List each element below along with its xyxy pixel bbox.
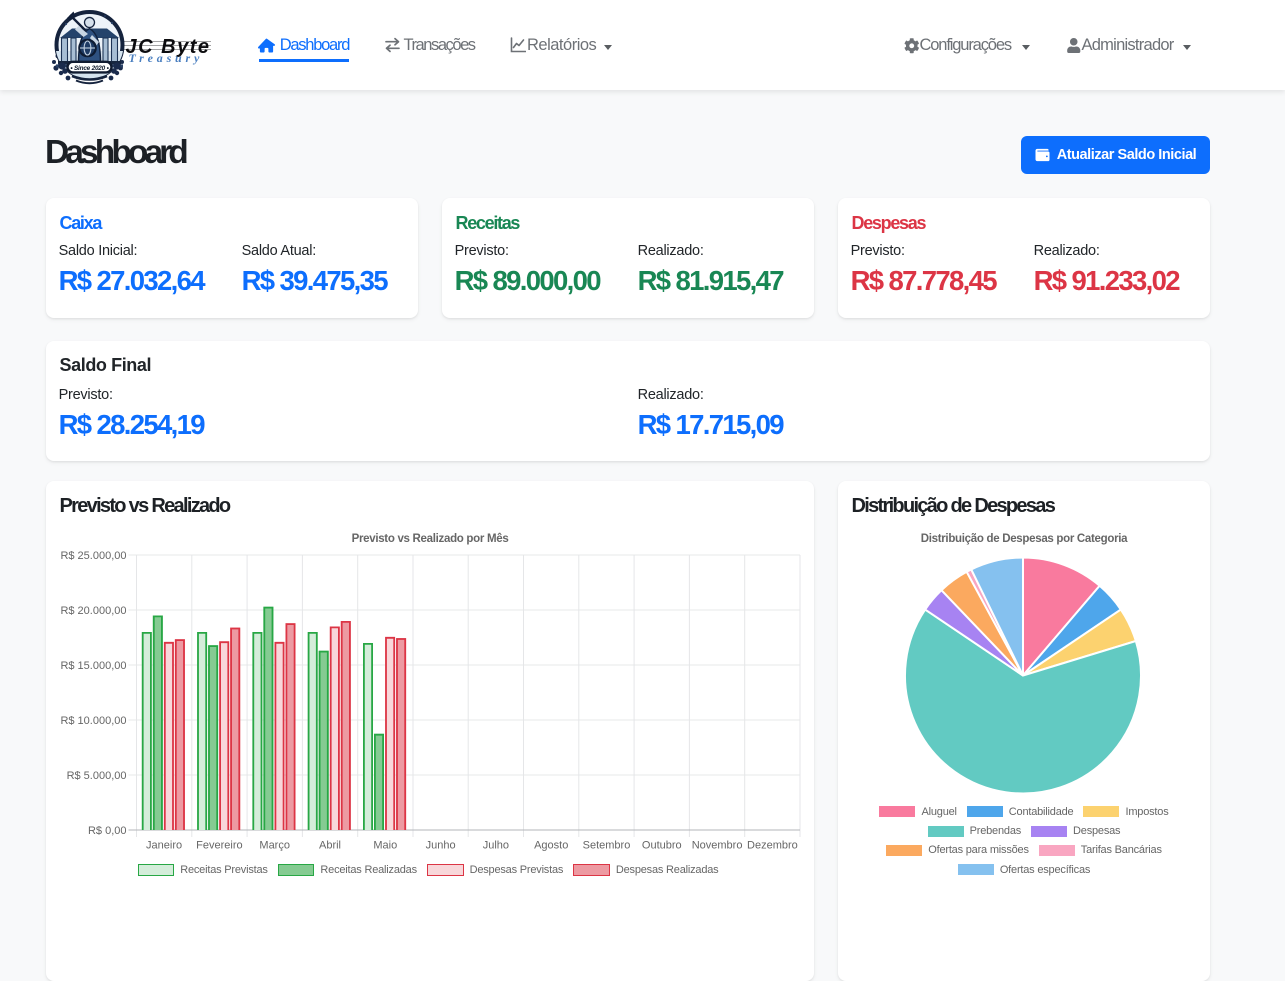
svg-text:Janeiro: Janeiro [146, 840, 182, 852]
svg-text:R$ 15.000,00: R$ 15.000,00 [60, 660, 126, 672]
svg-text:R$ 5.000,00: R$ 5.000,00 [67, 770, 127, 782]
svg-text:R$ 20.000,00: R$ 20.000,00 [60, 605, 126, 617]
svg-text:Fevereiro: Fevereiro [196, 840, 242, 852]
svg-text:• Since 2020 •: • Since 2020 • [70, 65, 109, 72]
svg-text:Outubro: Outubro [642, 840, 682, 852]
svg-text:Maio: Maio [373, 840, 397, 852]
svg-text:Novembro: Novembro [692, 840, 743, 852]
svg-text:R$ 0,00: R$ 0,00 [88, 825, 127, 837]
svg-text:R$ 25.000,00: R$ 25.000,00 [60, 550, 126, 562]
svg-text:Previsto vs Realizado por Mês: Previsto vs Realizado por Mês [352, 533, 509, 545]
svg-text:Dezembro: Dezembro [747, 840, 798, 852]
svg-text:Julho: Julho [483, 840, 509, 852]
svg-text:Abril: Abril [319, 840, 341, 852]
svg-text:Setembro: Setembro [583, 840, 631, 852]
svg-text:R$ 10.000,00: R$ 10.000,00 [60, 715, 126, 727]
svg-text:Junho: Junho [426, 840, 456, 852]
svg-text:Distribuição de Despesas por C: Distribuição de Despesas por Categoria [921, 533, 1128, 545]
svg-text:Agosto: Agosto [534, 840, 568, 852]
svg-text:Março: Março [259, 840, 290, 852]
